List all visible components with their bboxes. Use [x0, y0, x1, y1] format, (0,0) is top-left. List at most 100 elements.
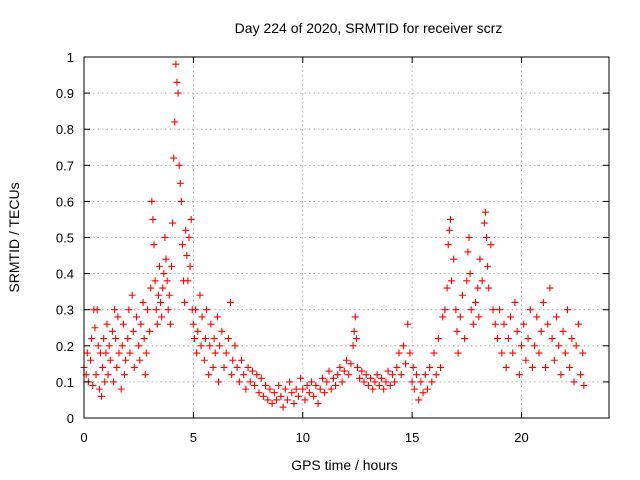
- data-point: [419, 389, 427, 397]
- data-point: [133, 313, 140, 321]
- data-point: [463, 277, 471, 285]
- data-point: [397, 371, 405, 379]
- y-tick-label: 0.6: [56, 194, 74, 209]
- data-point: [89, 382, 97, 390]
- data-point: [327, 385, 335, 393]
- data-points: [80, 60, 588, 411]
- data-point: [122, 356, 130, 364]
- data-point: [347, 360, 355, 368]
- data-point: [432, 371, 440, 379]
- data-point: [187, 215, 195, 223]
- data-point: [113, 363, 121, 371]
- x-tick-label: 15: [405, 430, 419, 445]
- data-point: [452, 306, 460, 314]
- data-point: [476, 255, 484, 263]
- data-point: [437, 363, 445, 371]
- data-point: [450, 255, 458, 263]
- data-point: [577, 371, 585, 379]
- data-point: [281, 385, 289, 393]
- data-point: [218, 327, 226, 335]
- data-point: [303, 382, 311, 390]
- data-point: [112, 335, 120, 343]
- data-point: [491, 320, 499, 328]
- data-point: [566, 363, 574, 371]
- data-point: [496, 306, 504, 314]
- data-point: [101, 378, 109, 386]
- data-point: [356, 374, 364, 382]
- data-point: [189, 320, 197, 328]
- data-point: [399, 342, 407, 350]
- data-point: [157, 298, 165, 306]
- data-point: [410, 385, 418, 393]
- x-tick-label: 10: [296, 430, 310, 445]
- data-point: [184, 277, 192, 285]
- data-point: [193, 349, 201, 357]
- data-point: [192, 306, 200, 314]
- data-point: [373, 371, 381, 379]
- x-tick-label: 5: [190, 430, 197, 445]
- data-point: [430, 349, 438, 357]
- data-point: [206, 342, 214, 350]
- data-point: [395, 349, 403, 357]
- data-point: [126, 349, 134, 357]
- y-tick-label: 0.7: [56, 158, 74, 173]
- data-point: [93, 306, 101, 314]
- y-tick-label: 0.1: [56, 375, 74, 390]
- data-point: [147, 284, 155, 292]
- data-point: [142, 349, 150, 357]
- data-point: [166, 320, 174, 328]
- data-point: [550, 356, 558, 364]
- data-point: [318, 374, 326, 382]
- data-point: [139, 298, 147, 306]
- data-point: [524, 335, 532, 343]
- data-point: [391, 378, 399, 386]
- data-point: [248, 367, 256, 375]
- data-point: [141, 371, 149, 379]
- data-point: [526, 306, 534, 314]
- data-point: [118, 342, 126, 350]
- data-point: [539, 298, 547, 306]
- data-point: [500, 320, 508, 328]
- data-point: [255, 389, 263, 397]
- data-point: [135, 342, 143, 350]
- data-point: [210, 335, 218, 343]
- data-point: [207, 320, 215, 328]
- data-point: [115, 349, 123, 357]
- data-point: [240, 371, 248, 379]
- data-point: [95, 385, 103, 393]
- data-point: [154, 291, 162, 299]
- data-point: [183, 252, 191, 260]
- data-point: [220, 363, 228, 371]
- data-point: [197, 342, 205, 350]
- data-point: [408, 378, 416, 386]
- data-point: [227, 298, 235, 306]
- data-point: [544, 320, 552, 328]
- data-point: [160, 270, 168, 278]
- data-point: [111, 306, 119, 314]
- axis-ticks: [83, 56, 609, 419]
- data-point: [178, 241, 186, 249]
- data-point: [270, 389, 278, 397]
- data-point: [466, 270, 474, 278]
- data-point: [91, 324, 99, 332]
- data-point: [129, 327, 137, 335]
- data-point: [294, 392, 302, 400]
- data-point: [262, 382, 270, 390]
- data-point: [579, 349, 587, 357]
- data-point: [454, 349, 462, 357]
- data-point: [149, 215, 157, 223]
- data-point: [511, 298, 519, 306]
- data-point: [128, 291, 136, 299]
- data-point: [114, 313, 122, 321]
- data-point: [233, 363, 241, 371]
- data-point: [305, 389, 313, 397]
- data-point: [474, 284, 482, 292]
- data-point: [350, 327, 358, 335]
- data-point: [360, 378, 368, 386]
- data-point: [434, 335, 442, 343]
- y-tick-label: 0.3: [56, 303, 74, 318]
- data-point: [557, 371, 565, 379]
- data-point: [388, 371, 396, 379]
- data-point: [439, 313, 447, 321]
- data-point: [417, 378, 425, 386]
